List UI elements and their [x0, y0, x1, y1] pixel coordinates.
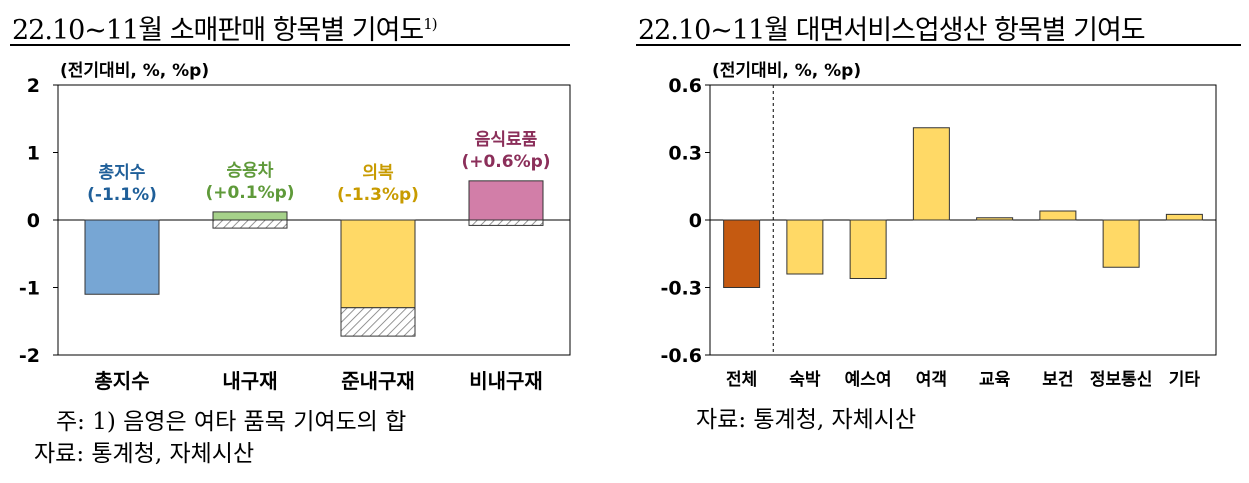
- left-chart-title: 22.10~11월 소매판매 항목별 기여도1): [12, 15, 438, 46]
- x-tick-label: 전체: [726, 370, 757, 390]
- x-tick-label: 보건: [1042, 370, 1073, 390]
- left-chart: (전기대비, %, %p)210-1-2총지수총지수(-1.1%)내구재승용차(…: [19, 61, 571, 393]
- bar: [1102, 219, 1140, 268]
- y-tick-label: 0: [27, 210, 40, 232]
- title-footnote-mark: 1): [423, 15, 437, 33]
- y-tick-label: -0.3: [660, 278, 702, 300]
- y-tick-label: -1: [19, 278, 40, 300]
- data-label-name: 음식료품: [475, 130, 538, 150]
- left-title-underline: [10, 44, 570, 46]
- x-tick-label: 총지수: [94, 369, 149, 393]
- bar-other-items: [212, 219, 288, 229]
- right-source: 자료: 통계청, 자체시산: [696, 407, 917, 433]
- bar-other-items: [340, 307, 416, 337]
- bar: [84, 219, 160, 295]
- x-tick-label: 예스여: [845, 370, 892, 390]
- bar: [849, 219, 887, 279]
- bar: [212, 211, 288, 221]
- data-label-name: 승용차: [227, 161, 274, 181]
- unit-label: (전기대비, %, %p): [712, 61, 861, 81]
- y-tick-label: 2: [27, 75, 40, 97]
- x-tick-label: 정보통신: [1090, 370, 1153, 390]
- y-tick-label: 0.6: [668, 75, 702, 97]
- x-tick-label: 준내구재: [341, 369, 415, 393]
- bar: [786, 219, 824, 275]
- bar: [976, 217, 1014, 221]
- data-label-value: (+0.6%p): [461, 152, 550, 172]
- data-label-name: 의복: [362, 163, 394, 183]
- bar-other-items: [468, 219, 544, 226]
- left-source: 자료: 통계청, 자체시산: [34, 441, 255, 467]
- x-tick-label: 내구재: [222, 369, 277, 393]
- right-panel: 22.10~11월 대면서비스업생산 항목별 기여도 (전기대비, %, %p)…: [626, 0, 1249, 483]
- y-tick-label: 1: [27, 143, 40, 165]
- data-label-value: (-1.3%p): [337, 185, 419, 205]
- x-tick-label: 여객: [916, 370, 947, 390]
- left-panel: 22.10~11월 소매판매 항목별 기여도1) (전기대비, %, %p) 2 1…: [0, 0, 620, 483]
- right-chart: (전기대비, %, %p) 0.6 0.3 0 -0.3 -0.6 전체 숙박 예스여 여객 교육 보…: [660, 61, 1217, 390]
- x-tick-label: 기타: [1169, 370, 1201, 390]
- y-tick-label: -0.6: [660, 345, 702, 367]
- bar: [340, 219, 416, 309]
- data-label-name: 총지수: [99, 163, 146, 183]
- y-tick-label: -2: [19, 345, 40, 367]
- bar: [1165, 213, 1203, 221]
- x-tick-label: 비내구재: [469, 369, 543, 393]
- right-chart-title: 22.10~11월 대면서비스업생산 항목별 기여도: [638, 15, 1146, 46]
- right-title-underline: [636, 44, 1241, 46]
- y-tick-label: 0.3: [668, 143, 702, 165]
- left-footnote: 주: 1) 음영은 여타 품목 기여도의 합: [56, 409, 407, 435]
- data-label-value: (-1.1%): [87, 185, 157, 205]
- data-label-value: (+0.1%p): [205, 183, 294, 203]
- bar: [1039, 210, 1077, 221]
- x-tick-label: 교육: [979, 370, 1011, 390]
- bar: [912, 127, 950, 221]
- x-tick-label: 숙박: [789, 370, 821, 390]
- y-tick-label: 0: [689, 210, 702, 232]
- unit-label: (전기대비, %, %p): [60, 61, 209, 81]
- bar: [723, 219, 761, 288]
- bar: [468, 180, 544, 221]
